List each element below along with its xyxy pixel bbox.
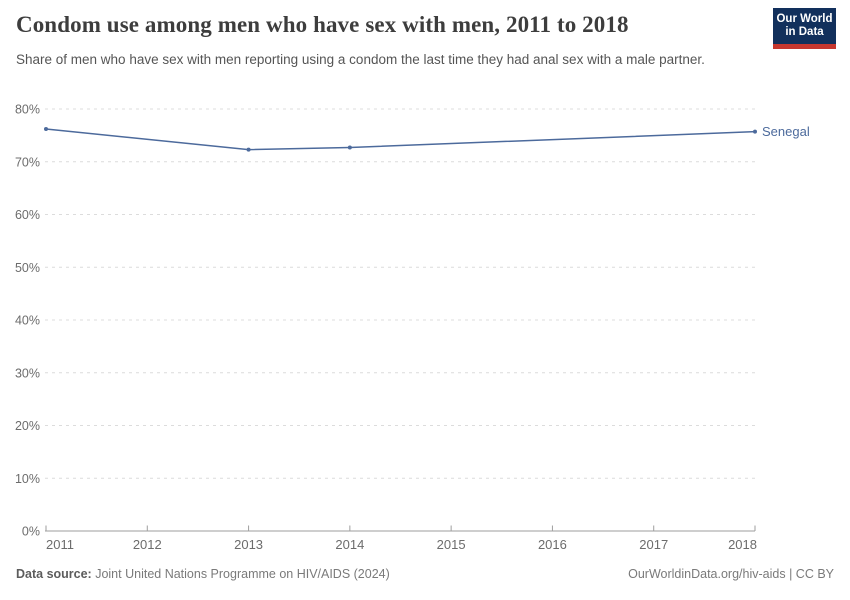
owid-logo-line2: in Data	[785, 26, 824, 38]
y-axis-tick-label: 80%	[15, 103, 40, 117]
owid-credit-link[interactable]: OurWorldinData.org/hiv-aids | CC BY	[628, 567, 834, 581]
chart-footer: Data source: Joint United Nations Progra…	[16, 567, 834, 581]
y-axis-tick-label: 60%	[15, 208, 40, 222]
y-axis-tick-label: 20%	[15, 419, 40, 433]
x-axis-tick-label: 2013	[234, 537, 263, 552]
x-axis-tick-label: 2015	[437, 537, 466, 552]
data-point-marker	[246, 147, 251, 152]
owid-logo-line1: Our World	[776, 12, 833, 25]
data-point-marker	[347, 145, 352, 150]
data-point-marker	[44, 127, 48, 132]
series-end-label: Senegal	[762, 124, 810, 139]
y-axis-tick-label: 70%	[15, 155, 40, 169]
owid-logo: Our World in Data	[773, 8, 836, 49]
page-title: Condom use among men who have sex with m…	[16, 12, 629, 37]
chart-subtitle: Share of men who have sex with men repor…	[16, 52, 705, 67]
x-axis-tick-label: 2014	[335, 537, 364, 552]
x-axis-tick-label: 2011	[46, 537, 74, 552]
y-axis-tick-label: 0%	[22, 525, 40, 539]
data-point-marker	[753, 129, 757, 134]
x-axis-tick-label: 2018	[728, 537, 757, 552]
data-source-value: Joint United Nations Programme on HIV/AI…	[91, 567, 390, 581]
y-axis-tick-label: 40%	[15, 314, 40, 328]
x-axis-tick-label: 2012	[133, 537, 162, 552]
y-axis-tick-label: 50%	[15, 261, 40, 275]
data-source-label: Data source:	[16, 567, 92, 581]
x-axis-tick-label: 2016	[538, 537, 567, 552]
data-source: Data source: Joint United Nations Progra…	[16, 567, 390, 581]
y-axis-tick-label: 10%	[15, 472, 40, 486]
series-line	[45, 128, 756, 151]
x-axis-tick-label: 2017	[639, 537, 668, 552]
y-axis-tick-label: 30%	[15, 366, 40, 380]
